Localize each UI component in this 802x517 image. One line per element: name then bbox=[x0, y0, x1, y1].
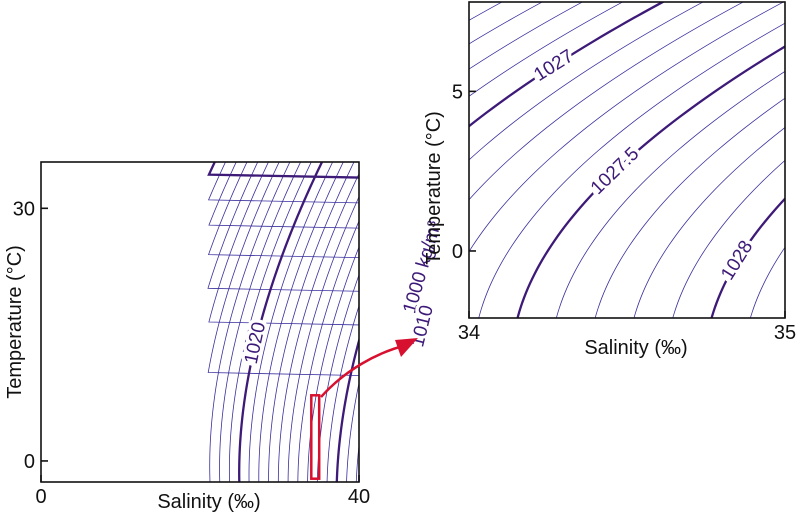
left-major-contour-line bbox=[238, 162, 324, 482]
right-minor-contour-line bbox=[555, 70, 785, 318]
right-minor-contour-line bbox=[672, 159, 785, 318]
right-axis-ticks: 34 35 0 5 bbox=[452, 81, 796, 344]
right-minor-contour-line bbox=[126, 0, 523, 350]
left-contour-lines bbox=[207, 162, 359, 482]
right-minor-contour-line bbox=[749, 246, 785, 318]
left-minor-contour-line bbox=[248, 162, 334, 482]
zoom-region-box bbox=[310, 394, 321, 480]
right-minor-contour-line bbox=[594, 97, 785, 318]
left-minor-contour-line bbox=[207, 162, 359, 376]
right-minor-contour-line bbox=[469, 2, 704, 161]
right-minor-contour-line bbox=[469, 2, 584, 70]
left-y-axis-label: Temperature (°C) bbox=[4, 245, 26, 399]
left-major-contour-line bbox=[335, 336, 359, 482]
right-y-tick-label: 0 bbox=[452, 241, 463, 263]
right-x-tick-label: 35 bbox=[774, 322, 796, 344]
right-major-contour-line bbox=[516, 45, 785, 318]
left-minor-contour-line bbox=[326, 304, 359, 482]
left-minor-contour-line bbox=[258, 162, 344, 482]
right-contour-label: 1027 bbox=[530, 46, 577, 86]
left-minor-contour-line bbox=[228, 162, 312, 482]
right-major-contour-line bbox=[469, 2, 666, 128]
right-contour-label: 1028 bbox=[717, 237, 757, 284]
right-minor-contour-line bbox=[478, 22, 785, 318]
right-minor-contour-line bbox=[469, 2, 785, 253]
right-y-tick-label: 5 bbox=[452, 81, 463, 103]
left-minor-contour-line bbox=[208, 162, 359, 229]
right-major-contour-line bbox=[710, 197, 785, 318]
left-y-tick-label: 0 bbox=[24, 451, 35, 473]
left-minor-contour-line bbox=[277, 172, 359, 482]
left-minor-contour-line bbox=[207, 162, 359, 292]
zoom-arrow bbox=[320, 338, 418, 398]
left-y-tick-label: 30 bbox=[13, 198, 35, 220]
left-minor-contour-line bbox=[346, 381, 359, 482]
left-x-axis-label: Salinity (‰) bbox=[157, 491, 260, 513]
right-y-axis-label: Temperature (°C) bbox=[423, 111, 445, 265]
right-x-tick-label: 34 bbox=[458, 322, 480, 344]
right-minor-contour-line bbox=[469, 2, 745, 201]
left-minor-contour-line bbox=[219, 162, 302, 482]
left-contour-label: 1020 bbox=[241, 320, 270, 366]
right-minor-contour-line bbox=[469, 2, 543, 45]
right-contour-lines bbox=[126, 0, 785, 350]
left-minor-contour-line bbox=[316, 273, 359, 482]
left-x-tick-label: 40 bbox=[348, 486, 370, 508]
left-minor-contour-line bbox=[287, 195, 359, 482]
left-minor-contour-line bbox=[209, 162, 291, 482]
left-plot-frame bbox=[40, 161, 360, 483]
left-minor-contour-line bbox=[268, 162, 355, 482]
right-minor-contour-line bbox=[469, 2, 624, 97]
left-minor-contour-line bbox=[207, 162, 359, 258]
zoom-arrow-head bbox=[395, 338, 418, 357]
left-axis-ticks: 0 40 0 30 bbox=[13, 198, 370, 508]
right-x-axis-label: Salinity (‰) bbox=[584, 337, 687, 359]
zoom-arrow-shaft bbox=[320, 343, 408, 398]
left-minor-contour-line bbox=[208, 162, 359, 326]
left-x-tick-label: 0 bbox=[35, 486, 46, 508]
left-minor-contour-line bbox=[297, 220, 359, 482]
right-minor-contour-line bbox=[633, 126, 785, 318]
right-plot-frame bbox=[468, 1, 786, 319]
